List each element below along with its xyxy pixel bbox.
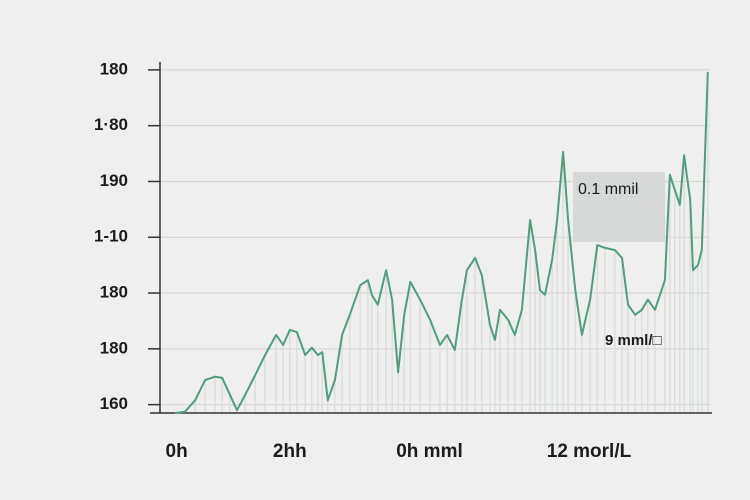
y-tick-label: 1-10	[94, 227, 128, 246]
y-tick-label: 1·80	[94, 115, 128, 134]
x-tick-label: 2hh	[273, 441, 307, 462]
y-tick-label: 180	[100, 283, 128, 302]
y-tick-label: 190	[100, 171, 128, 190]
annotation: 9 mml/□	[605, 332, 662, 349]
y-tick-label: 160	[100, 394, 128, 413]
plot	[174, 72, 709, 414]
line	[174, 72, 709, 414]
annotation: 0.1 mmil	[578, 181, 638, 198]
annotation-box	[573, 172, 665, 242]
y-tick-label: 180	[100, 338, 128, 357]
drop-lines	[184, 72, 709, 413]
x-tick-label: 0h	[166, 441, 188, 462]
y-tick-label: 180	[100, 59, 128, 78]
x-tick-label: 12 morl/L	[547, 441, 632, 462]
x-tick-label: 0h mml	[396, 441, 463, 462]
